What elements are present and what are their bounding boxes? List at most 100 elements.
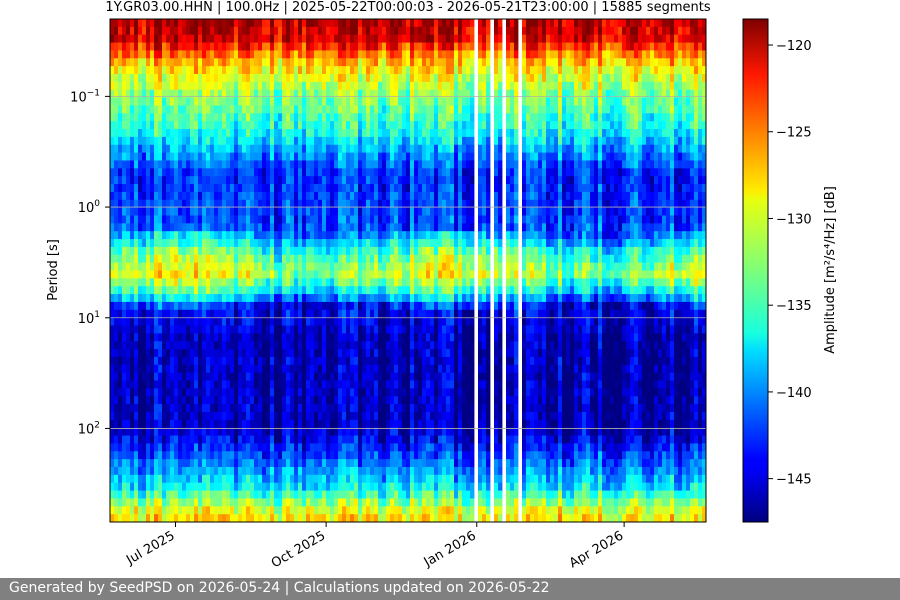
heatmap-cell (118, 152, 123, 161)
heatmap-cell (310, 207, 315, 216)
heatmap-cell (294, 42, 299, 51)
heatmap-cell (358, 223, 363, 232)
heatmap-cell (298, 325, 303, 334)
heatmap-cell (338, 74, 343, 83)
heatmap-cell (146, 168, 151, 177)
heatmap-cell (266, 317, 271, 326)
heatmap-cell (194, 50, 199, 59)
heatmap-cell (126, 419, 131, 429)
heatmap-cell (298, 199, 303, 209)
heatmap-cell (358, 341, 363, 350)
heatmap-cell (210, 466, 215, 476)
heatmap-cell (302, 349, 307, 358)
heatmap-cell (254, 380, 259, 389)
heatmap-cell (342, 152, 347, 161)
heatmap-cell (222, 136, 227, 146)
heatmap-cell (326, 160, 331, 169)
heatmap-cell (254, 317, 259, 326)
heatmap-cell (290, 184, 295, 193)
heatmap-cell (226, 42, 231, 51)
heatmap-cell (250, 404, 255, 413)
heatmap-cell (154, 435, 159, 444)
heatmap-cell (306, 152, 311, 161)
heatmap-cell (158, 498, 163, 507)
heatmap-cell (174, 34, 179, 43)
heatmap-cell (166, 262, 171, 271)
heatmap-cell (122, 309, 127, 319)
heatmap-cell (302, 168, 307, 177)
heatmap-cell (262, 278, 267, 287)
heatmap-cell (162, 333, 167, 342)
heatmap-cell (406, 176, 411, 185)
heatmap-cell (402, 396, 407, 405)
heatmap-cell (378, 474, 383, 484)
heatmap-cell (362, 435, 367, 444)
heatmap-cell (138, 514, 143, 522)
heatmap-cell (126, 239, 131, 248)
heatmap-cell (150, 97, 155, 106)
heatmap-cell (206, 443, 211, 452)
heatmap-cell (302, 411, 307, 421)
heatmap-cell (398, 136, 403, 146)
heatmap-cell (322, 286, 327, 295)
heatmap-cell (198, 411, 203, 421)
heatmap-cell (318, 490, 323, 499)
heatmap-cell (302, 482, 307, 491)
heatmap-cell (274, 466, 279, 476)
heatmap-cell (414, 199, 419, 209)
heatmap-cell (230, 231, 235, 240)
heatmap-cell (270, 294, 275, 303)
heatmap-cell (342, 349, 347, 358)
heatmap-cell (358, 254, 363, 264)
heatmap-cell (174, 144, 179, 154)
heatmap-cell (290, 427, 295, 436)
heatmap-cell (362, 223, 367, 232)
heatmap-cell (378, 136, 383, 146)
heatmap-cell (350, 404, 355, 413)
heatmap-cell (262, 427, 267, 436)
heatmap-cell (342, 136, 347, 146)
heatmap-cell (110, 81, 115, 91)
heatmap-cell (234, 176, 239, 185)
heatmap-cell (418, 278, 423, 287)
heatmap-cell (394, 498, 399, 507)
heatmap-cell (246, 451, 251, 460)
heatmap-cell (330, 404, 335, 413)
heatmap-cell (122, 136, 127, 146)
heatmap-cell (138, 97, 143, 106)
heatmap-cell (210, 34, 215, 43)
heatmap-cell (190, 451, 195, 460)
heatmap-cell (318, 81, 323, 91)
heatmap-cell (326, 278, 331, 287)
heatmap-cell (302, 176, 307, 185)
heatmap-cell (206, 294, 211, 303)
heatmap-cell (130, 199, 135, 209)
heatmap-cell (282, 176, 287, 185)
heatmap-cell (150, 231, 155, 240)
heatmap-cell (302, 404, 307, 413)
heatmap-cell (174, 286, 179, 295)
heatmap-cell (198, 435, 203, 444)
heatmap-cell (334, 19, 339, 28)
heatmap-cell (374, 325, 379, 334)
heatmap-cell (138, 89, 143, 98)
heatmap-cell (294, 121, 299, 130)
heatmap-cell (166, 270, 171, 279)
heatmap-cell (122, 207, 127, 216)
heatmap-cell (298, 270, 303, 279)
heatmap-cell (302, 144, 307, 154)
heatmap-cell (194, 396, 199, 405)
heatmap-cell (358, 356, 363, 366)
heatmap-cell (314, 506, 319, 515)
heatmap-cell (234, 184, 239, 193)
heatmap-cell (214, 419, 219, 429)
heatmap-cell (398, 514, 403, 522)
heatmap-cell (370, 136, 375, 146)
heatmap-cell (258, 136, 263, 146)
heatmap-cell (298, 451, 303, 460)
heatmap-cell (330, 34, 335, 43)
heatmap-cell (190, 349, 195, 358)
heatmap-cell (294, 498, 299, 507)
heatmap-cell (278, 498, 283, 507)
heatmap-cell (298, 223, 303, 232)
